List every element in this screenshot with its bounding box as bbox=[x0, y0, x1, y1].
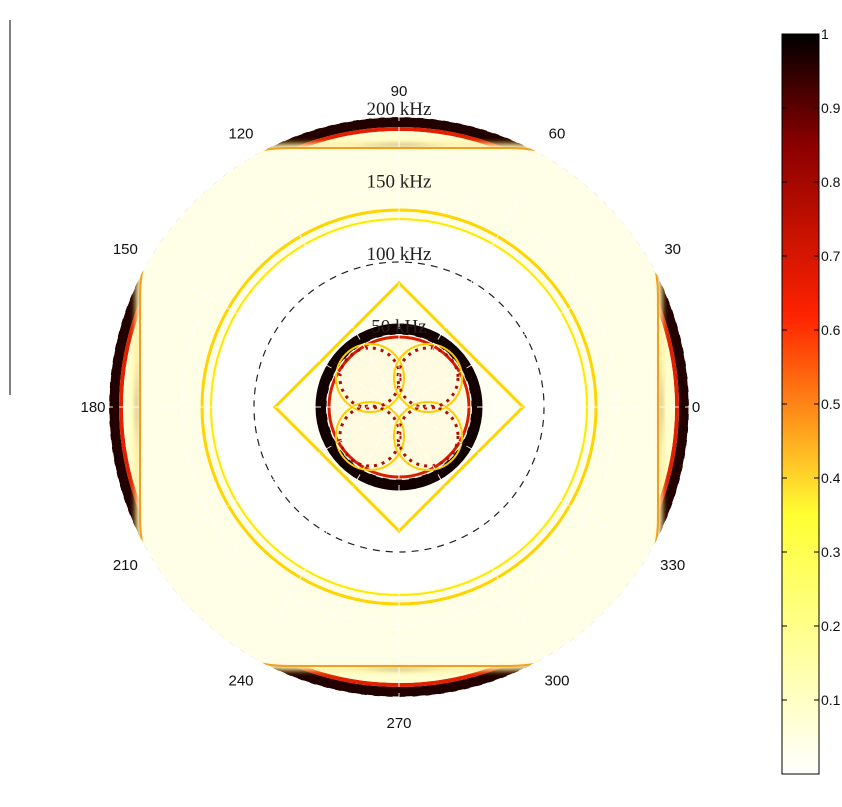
ring-labels: 50 kHz 100 kHz 150 kHz 200 kHz bbox=[367, 99, 432, 338]
outer-rim bbox=[109, 117, 689, 697]
colorbar-tick-label-4: 0.5 bbox=[821, 396, 841, 412]
ring-label-2: 150 kHz bbox=[367, 172, 432, 193]
angle-label-180: 180 bbox=[80, 399, 105, 416]
angle-label-60: 60 bbox=[549, 125, 566, 142]
colorbar-gradient bbox=[781, 33, 820, 775]
angle-label-240: 240 bbox=[228, 673, 253, 690]
grid-spoke-7 bbox=[147, 406, 400, 553]
angle-label-150: 150 bbox=[113, 241, 138, 258]
polar-grid bbox=[108, 116, 690, 698]
angle-label-90: 90 bbox=[391, 83, 408, 100]
colorbar-tick-label-1: 0.2 bbox=[821, 618, 841, 634]
colorbar: 0.1 0.2 0.3 0.4 0.5 0.6 0.7 0.8 0.9 1 bbox=[781, 26, 841, 775]
inner-petals bbox=[335, 343, 463, 471]
ring-label-3: 200 kHz bbox=[367, 99, 432, 120]
grid-spoke-8 bbox=[253, 406, 400, 659]
angle-label-270: 270 bbox=[386, 715, 411, 732]
ring-label-1: 100 kHz bbox=[367, 244, 432, 265]
colorbar-tick-label-7: 0.8 bbox=[821, 174, 841, 190]
grid-spoke-5 bbox=[147, 261, 400, 408]
angle-label-120: 120 bbox=[228, 125, 253, 142]
colorbar-ticks: 0.1 0.2 0.3 0.4 0.5 0.6 0.7 0.8 0.9 1 bbox=[782, 26, 841, 708]
colorbar-tick-label-9: 1 bbox=[821, 26, 829, 42]
grid-spoke-1 bbox=[398, 261, 651, 408]
outer-bright-band bbox=[123, 131, 675, 683]
outer-square-edge bbox=[139, 147, 659, 667]
angle-label-330: 330 bbox=[660, 557, 685, 574]
angle-label-210: 210 bbox=[113, 557, 138, 574]
colorbar-tick-label-5: 0.6 bbox=[821, 322, 841, 338]
angle-label-300: 300 bbox=[544, 673, 569, 690]
grid-spoke-2 bbox=[398, 155, 545, 408]
colorbar-tick-label-0: 0.1 bbox=[821, 692, 841, 708]
colorbar-tick-label-3: 0.4 bbox=[821, 470, 841, 486]
petal-dots bbox=[338, 346, 460, 468]
colorbar-tick-label-2: 0.3 bbox=[821, 544, 841, 560]
ring-label-0: 50 kHz bbox=[371, 317, 426, 338]
angle-labels: 0 30 60 90 120 150 180 210 240 270 300 330 bbox=[80, 83, 700, 732]
grid-spoke-10 bbox=[398, 406, 545, 659]
colorbar-tick-label-8: 0.9 bbox=[821, 100, 841, 116]
grid-spoke-4 bbox=[253, 155, 400, 408]
grid-spoke-11 bbox=[398, 406, 651, 553]
angle-label-0: 0 bbox=[692, 399, 700, 416]
grid-ring-2 bbox=[181, 189, 617, 625]
angle-label-30: 30 bbox=[664, 241, 681, 258]
colorbar-tick-label-6: 0.7 bbox=[821, 248, 841, 264]
grid-ring-0 bbox=[326, 334, 472, 480]
